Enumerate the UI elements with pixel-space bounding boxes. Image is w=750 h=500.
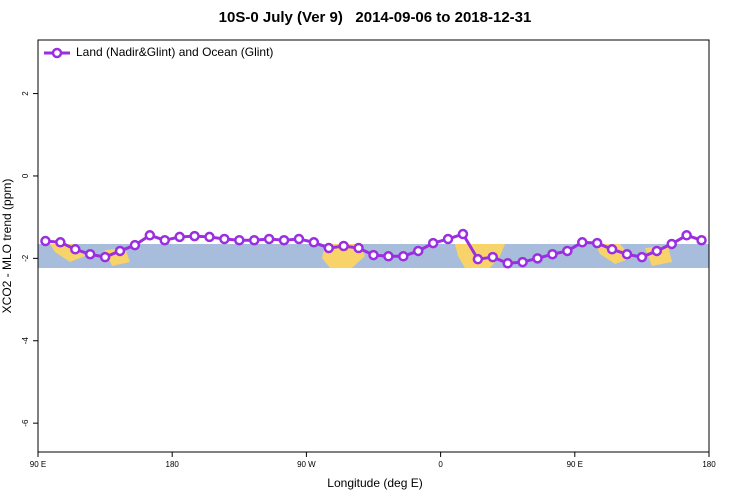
- point: [562, 245, 573, 257]
- x-tick-label: 180: [166, 460, 180, 469]
- point: [234, 234, 245, 246]
- point: [308, 237, 320, 248]
- point: [174, 231, 185, 243]
- point: [621, 248, 633, 260]
- point: [517, 256, 528, 268]
- point: [204, 231, 215, 243]
- y-tick-label: -2: [21, 254, 30, 262]
- point: [442, 233, 454, 245]
- point: [99, 251, 111, 263]
- point: [591, 237, 603, 249]
- point: [84, 248, 96, 260]
- point: [263, 233, 275, 245]
- point: [40, 235, 51, 247]
- point: [502, 258, 513, 269]
- plot-frame: [37, 39, 710, 453]
- point: [323, 242, 335, 254]
- point: [248, 234, 260, 246]
- point: [681, 230, 692, 241]
- point: [547, 248, 558, 260]
- point: [144, 230, 156, 241]
- point: [577, 237, 588, 248]
- point: [338, 240, 349, 252]
- y-tick-label: -6: [21, 419, 30, 427]
- x-tick-label: 90 E: [30, 460, 46, 469]
- point: [189, 230, 200, 242]
- x-tick-label: 0: [438, 460, 443, 469]
- point: [696, 234, 707, 246]
- point: [487, 251, 499, 263]
- y-axis-label: XCO2 - MLO trend (ppm): [0, 179, 14, 314]
- point: [651, 245, 663, 257]
- x-tick-label: 90 W: [297, 460, 316, 469]
- point: [159, 234, 170, 246]
- point: [293, 233, 305, 245]
- point: [427, 237, 439, 249]
- point: [398, 251, 409, 262]
- point: [55, 237, 66, 248]
- point: [278, 234, 290, 246]
- point: [666, 238, 677, 250]
- x-tick-label: 90 E: [567, 460, 583, 469]
- point: [353, 242, 364, 254]
- point: [457, 228, 469, 240]
- y-tick-label: 2: [21, 91, 30, 96]
- point: [412, 245, 424, 257]
- y-tick-label: -4: [21, 337, 30, 345]
- y-tick-label: 0: [21, 173, 30, 178]
- point: [532, 253, 543, 264]
- point: [219, 233, 230, 245]
- point: [383, 251, 394, 262]
- chart-title: 10S-0 July (Ver 9) 2014-09-06 to 2018-12…: [219, 9, 532, 26]
- x-tick-label: 180: [702, 460, 716, 469]
- point: [70, 244, 81, 255]
- point: [636, 251, 648, 263]
- point: [472, 253, 484, 265]
- point: [606, 244, 618, 255]
- point: [368, 249, 379, 261]
- legend-label: Land (Nadir&Glint) and Ocean (Glint): [76, 45, 273, 59]
- point: [114, 245, 126, 257]
- point: [129, 239, 141, 251]
- legend-marker: [51, 47, 63, 59]
- x-axis-label: Longitude (deg E): [327, 476, 422, 490]
